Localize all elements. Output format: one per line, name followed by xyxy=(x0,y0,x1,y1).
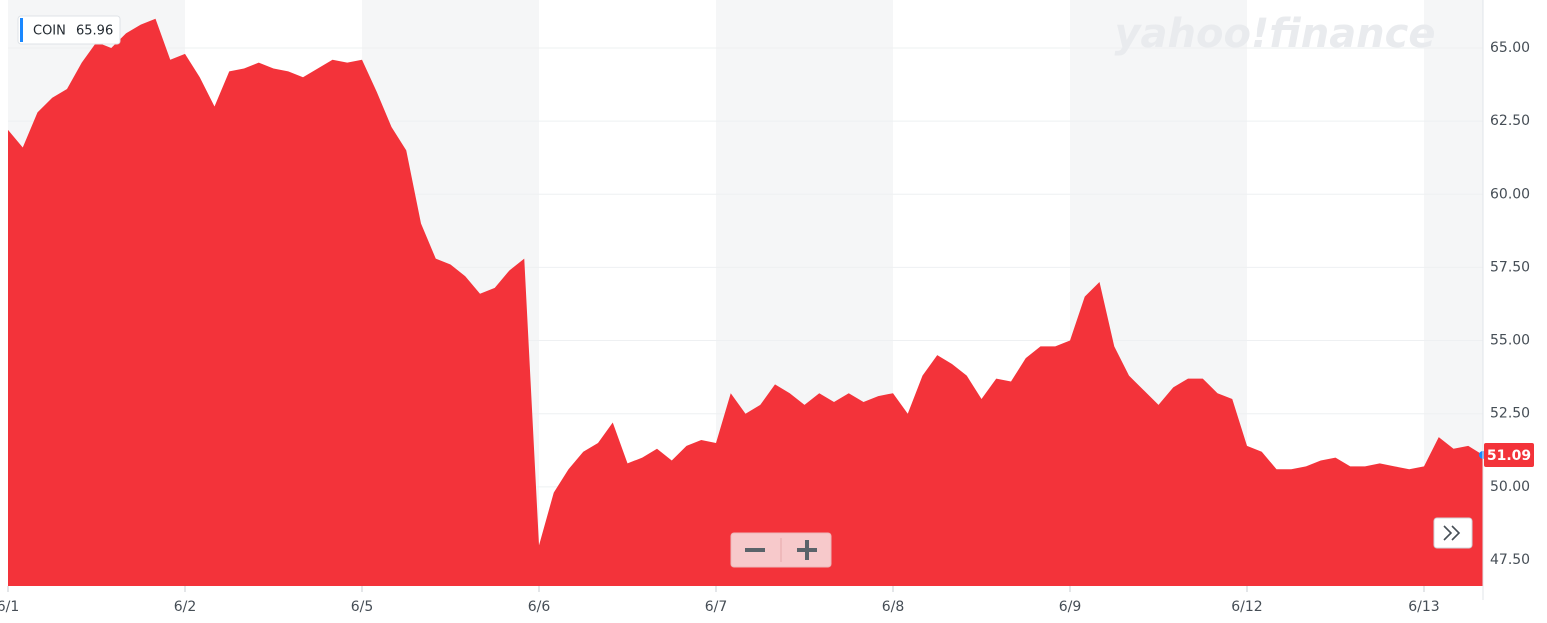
watermark: yahoo!finance xyxy=(1114,11,1435,57)
x-tick-label: 6/6 xyxy=(528,599,551,615)
legend-value: 65.96 xyxy=(76,24,113,39)
y-tick-label: 65.00 xyxy=(1490,40,1530,56)
legend-box xyxy=(17,15,121,45)
zoom-out[interactable] xyxy=(745,548,765,552)
y-tick-label: 50.00 xyxy=(1490,479,1530,495)
x-tick-label: 6/7 xyxy=(705,599,728,615)
x-tick-label: 6/1 xyxy=(0,599,19,615)
scroll-box[interactable] xyxy=(1433,517,1473,549)
y-tick-label: 62.50 xyxy=(1490,113,1530,129)
price-area xyxy=(8,18,1483,586)
scroll-icon xyxy=(1443,525,1461,541)
x-tick-label: 6/13 xyxy=(1408,599,1439,615)
y-tick-label: 60.00 xyxy=(1490,186,1530,202)
legend: COIN 65.96 xyxy=(17,15,121,45)
price-tag xyxy=(1484,442,1534,467)
x-tick-label: 6/5 xyxy=(351,599,374,615)
legend-marker xyxy=(20,18,23,42)
y-tick-label: 52.50 xyxy=(1490,406,1530,422)
y-tick-label: 57.50 xyxy=(1490,259,1530,275)
scroll-button[interactable] xyxy=(1433,517,1473,549)
legend-symbol: COIN xyxy=(33,24,66,39)
plot: 51.09 xyxy=(8,18,1534,586)
x-tick-label: 6/12 xyxy=(1231,599,1262,615)
x-tick-label: 6/8 xyxy=(882,599,905,615)
price-tag-label: 51.09 xyxy=(1487,448,1531,464)
y-tick-label: 55.00 xyxy=(1490,333,1530,349)
y-tick-label: 47.50 xyxy=(1490,552,1530,568)
zoom-controls xyxy=(730,532,832,568)
x-tick-label: 6/9 xyxy=(1059,599,1082,615)
x-tick-label: 6/2 xyxy=(174,599,197,615)
zoom-in[interactable] xyxy=(797,540,817,560)
